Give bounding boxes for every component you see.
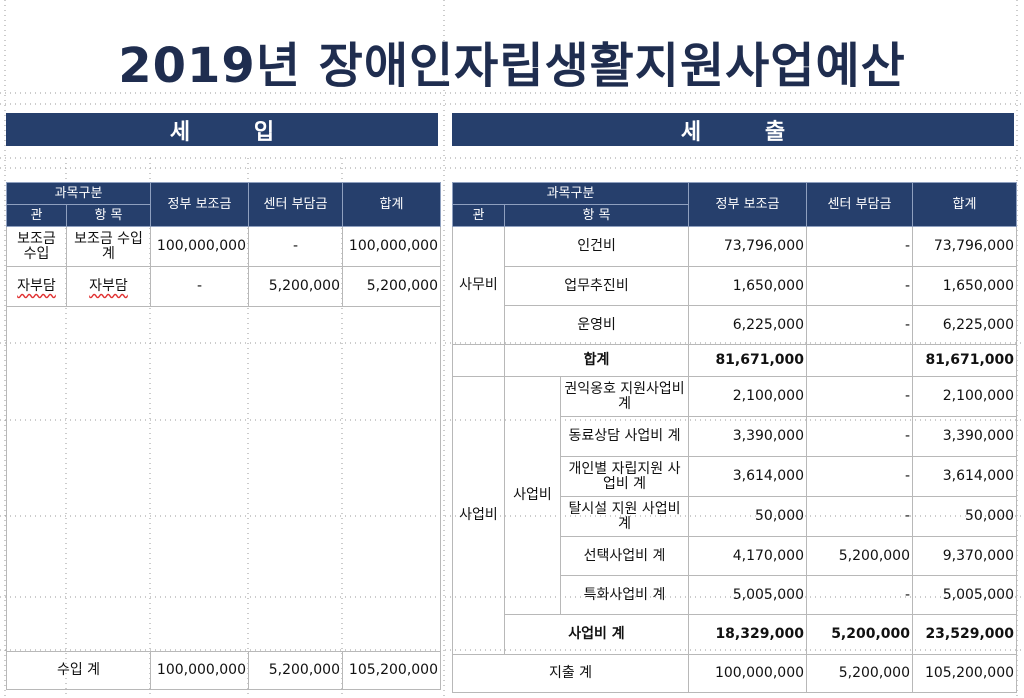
expense-table: 과목구분 정부 보조금 센터 부담금 합계 관 항 목 사무비 인건비 73,7… (451, 182, 1018, 693)
expense-header-total: 합계 (912, 182, 1018, 227)
expense-item: 운영비 (503, 305, 690, 345)
expense-gov: 1,650,000 (688, 266, 808, 306)
table-row: 보조금 수입 보조금 수입 계 100,000,000 - 100,000,00… (6, 226, 441, 267)
expense-footer-gov: 100,000,000 (688, 654, 808, 693)
expense-item: 인건비 (503, 226, 690, 267)
business-subtotal-row: 사업비 계 18,329,000 5,200,000 23,529,000 (453, 614, 1018, 655)
expense-subgroup-business: 사업비 (504, 376, 561, 615)
expense-gov: 50,000 (688, 496, 808, 537)
expense-gov: 5,005,000 (688, 575, 808, 615)
expense-header-center: 센터 부담금 (806, 182, 914, 227)
table-row: 사무비 인건비 73,796,000 - 73,796,000 (452, 226, 1018, 345)
expense-item: 개인별 자립지원 사업비 계 (559, 456, 690, 497)
expense-center: 5,200,000 (806, 536, 914, 576)
income-footer-gov: 100,000,000 (150, 651, 249, 690)
income-footer-label: 수입 계 (6, 651, 151, 690)
income-item: 자부담 (89, 278, 128, 294)
expense-gov: 4,170,000 (688, 536, 808, 576)
income-header-gwan: 관 (6, 204, 67, 227)
income-footer-center: 5,200,000 (248, 651, 343, 690)
business-subtotal-total: 23,529,000 (912, 614, 1018, 655)
expense-banner: 세 출 (452, 113, 1014, 146)
table-row: 운영비 6,225,000 - 6,225,000 (453, 305, 1018, 345)
expense-center: - (806, 305, 914, 345)
empty-area (6, 306, 441, 652)
expense-item: 동료상담 사업비 계 (559, 416, 690, 457)
expense-center: - (806, 226, 914, 267)
income-header-center: 센터 부담금 (248, 182, 343, 227)
income-total: 100,000,000 (342, 226, 441, 267)
income-gov: 100,000,000 (150, 226, 249, 267)
income-header-gov: 정부 보조금 (150, 182, 249, 227)
expense-item: 탈시설 지원 사업비 계 (559, 496, 690, 537)
expense-header-gov: 정부 보조금 (688, 182, 808, 227)
expense-total: 6,225,000 (912, 305, 1018, 345)
office-subtotal-label: 합계 (503, 344, 690, 377)
expense-center: - (806, 266, 914, 306)
expense-footer-total: 105,200,000 (912, 654, 1018, 693)
expense-footer-center: 5,200,000 (806, 654, 914, 693)
expense-total: 50,000 (912, 496, 1018, 537)
income-header-total: 합계 (342, 182, 441, 227)
table-row: 탈시설 지원 사업비 계 50,000 - 50,000 (453, 496, 1018, 537)
expense-item: 선택사업비 계 (559, 536, 690, 576)
expense-total: 1,650,000 (912, 266, 1018, 306)
expense-footer-row: 지출 계 100,000,000 5,200,000 105,200,000 (451, 654, 1018, 693)
expense-group-office: 사무비 (452, 226, 505, 345)
expense-center: - (806, 376, 914, 417)
table-row: 업무추진비 1,650,000 - 1,650,000 (453, 266, 1018, 306)
expense-gov: 3,614,000 (688, 456, 808, 497)
expense-center: - (806, 416, 914, 457)
expense-group-business: 사업비 (452, 376, 505, 655)
expense-center: - (806, 456, 914, 497)
office-subtotal-row: 합계 81,671,000 81,671,000 (452, 344, 1018, 377)
income-footer-total: 105,200,000 (342, 651, 441, 690)
income-center: 5,200,000 (248, 266, 343, 307)
office-subtotal-total: 81,671,000 (912, 344, 1018, 377)
expense-center: - (806, 496, 914, 537)
expense-footer-label: 지출 계 (451, 654, 690, 693)
expense-total: 3,614,000 (912, 456, 1018, 497)
office-subtotal-gov: 81,671,000 (688, 344, 808, 377)
income-gwan: 보조금 수입 (6, 226, 67, 267)
expense-total: 9,370,000 (912, 536, 1018, 576)
business-subtotal-gov: 18,329,000 (688, 614, 808, 655)
expense-gov: 3,390,000 (688, 416, 808, 457)
income-header-hangmok: 항 목 (66, 204, 151, 227)
expense-header-hangmok: 항 목 (503, 204, 690, 227)
expense-total: 5,005,000 (912, 575, 1018, 615)
table-row: 자부담 자부담 - 5,200,000 5,200,000 (6, 266, 441, 307)
expense-header-category: 과목구분 (451, 182, 690, 205)
expense-total: 73,796,000 (912, 226, 1018, 267)
business-subtotal-center: 5,200,000 (806, 614, 914, 655)
expense-item: 권익옹호 지원사업비 계 (559, 376, 690, 417)
income-gwan: 자부담 (17, 278, 56, 294)
expense-item: 특화사업비 계 (559, 575, 690, 615)
expense-total: 2,100,000 (912, 376, 1018, 417)
business-subtotal-label: 사업비 계 (503, 614, 690, 655)
income-banner: 세 입 (6, 113, 438, 146)
income-table: 과목구분 정부 보조금 센터 부담금 합계 관 항 목 보조금 수입 보조금 수… (6, 182, 441, 690)
table-row: 선택사업비 계 4,170,000 5,200,000 9,370,000 (453, 536, 1018, 576)
expense-gov: 73,796,000 (688, 226, 808, 267)
income-footer-row: 수입 계 100,000,000 5,200,000 105,200,000 (6, 651, 441, 690)
income-header-category: 과목구분 (6, 182, 151, 205)
page-title: 2019년 장애인자립생활지원사업예산 (118, 38, 906, 94)
income-item: 보조금 수입 계 (66, 226, 151, 267)
expense-header-gwan: 관 (452, 204, 505, 227)
expense-gov: 2,100,000 (688, 376, 808, 417)
office-subtotal-center (806, 344, 914, 377)
expense-total: 3,390,000 (912, 416, 1018, 457)
table-row: 개인별 자립지원 사업비 계 3,614,000 - 3,614,000 (453, 456, 1018, 497)
expense-gov: 6,225,000 (688, 305, 808, 345)
income-total: 5,200,000 (342, 266, 441, 307)
table-row: 사업비 사업비 권익옹호 지원사업비 계 2,100,000 - 2,100,0… (452, 376, 1018, 655)
income-gov: - (150, 266, 249, 307)
expense-center: - (806, 575, 914, 615)
income-center: - (248, 226, 343, 267)
expense-item: 업무추진비 (503, 266, 690, 306)
